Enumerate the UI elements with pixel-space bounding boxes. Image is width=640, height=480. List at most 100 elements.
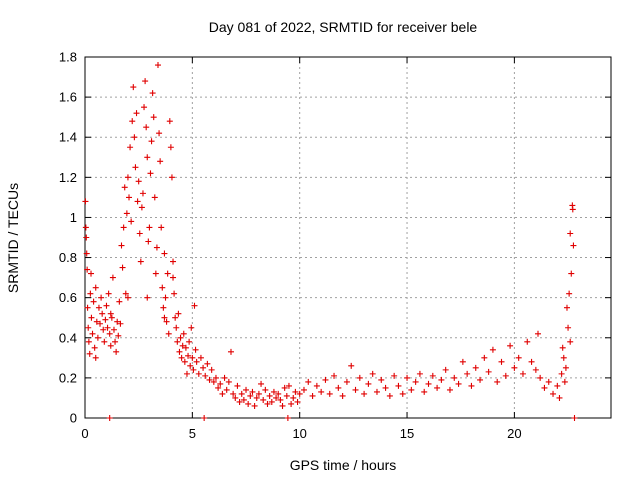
data-points [82,62,578,421]
data-point [176,348,183,355]
data-point [115,332,122,339]
data-point [227,348,234,355]
data-point [135,178,142,185]
x-tick-label: 20 [507,426,521,441]
data-point [182,344,189,351]
data-point [151,194,158,201]
data-point [558,370,565,377]
data-point [180,330,187,337]
data-point [446,386,453,393]
data-point [275,390,282,397]
y-tick-label: 0.4 [59,330,77,345]
data-point [142,78,149,85]
data-point [535,330,542,337]
data-point [152,270,159,277]
data-point [472,364,479,371]
data-point [201,415,208,421]
data-point [378,376,385,383]
data-point [266,392,273,399]
data-point [382,384,389,391]
data-point [170,274,177,281]
data-point [101,338,108,345]
x-tick-label: 5 [189,426,196,441]
data-point [98,294,105,301]
y-tick-label: 1.6 [59,90,77,105]
data-point [107,342,114,349]
y-tick-label: 1 [70,210,77,225]
data-point [126,194,133,201]
data-point [129,118,136,125]
data-point [442,366,449,373]
data-point [104,324,111,331]
data-point [206,376,213,383]
data-point [459,358,466,365]
data-point [234,382,241,389]
data-point [223,386,230,393]
data-point [300,386,307,393]
data-point [121,184,128,191]
data-point [183,370,190,377]
data-point [253,394,260,401]
data-point [165,330,172,337]
data-point [373,388,380,395]
data-point [455,380,462,387]
data-point [93,318,100,325]
data-point [249,388,256,395]
data-point [170,258,177,265]
data-point [238,390,245,397]
data-point [565,324,572,331]
data-point [163,318,170,325]
data-point [146,224,153,231]
x-tick-label: 10 [292,426,306,441]
data-point [204,360,211,367]
data-point [84,266,91,273]
data-point [559,344,566,351]
data-point [279,402,286,409]
data-point [171,290,178,297]
data-point [160,304,167,311]
data-point [412,378,419,385]
data-point [186,338,193,345]
data-point [179,342,186,349]
data-point [166,118,173,125]
data-point [191,302,198,309]
data-point [485,368,492,375]
data-point [243,386,250,393]
data-point [468,382,475,389]
data-point [532,366,539,373]
data-point [528,358,535,365]
data-point [225,378,232,385]
data-point [168,174,175,181]
data-point [365,380,372,387]
data-point [560,354,567,361]
data-point [277,396,284,403]
data-point [124,174,131,181]
data-point [87,290,94,297]
data-point [189,354,196,361]
data-point [305,378,312,385]
data-point [561,378,568,385]
data-point [157,158,164,165]
data-point [313,382,320,389]
data-point [215,384,222,391]
data-point [284,415,291,421]
data-point [264,400,271,407]
data-point [326,390,333,397]
data-point [568,270,575,277]
data-point [161,314,168,321]
data-point [153,244,160,251]
y-tick-label: 1.8 [59,50,77,65]
data-point [554,382,561,389]
chart-title: Day 081 of 2022, SRMTID for receiver bel… [209,19,478,35]
data-point [290,394,297,401]
data-point [477,376,484,383]
data-point [217,380,224,387]
data-point [288,400,295,407]
data-point [221,374,228,381]
data-point [352,386,359,393]
data-point [550,390,557,397]
data-point [268,398,275,405]
data-point [95,304,102,311]
data-point [283,392,290,399]
data-point [181,358,188,365]
